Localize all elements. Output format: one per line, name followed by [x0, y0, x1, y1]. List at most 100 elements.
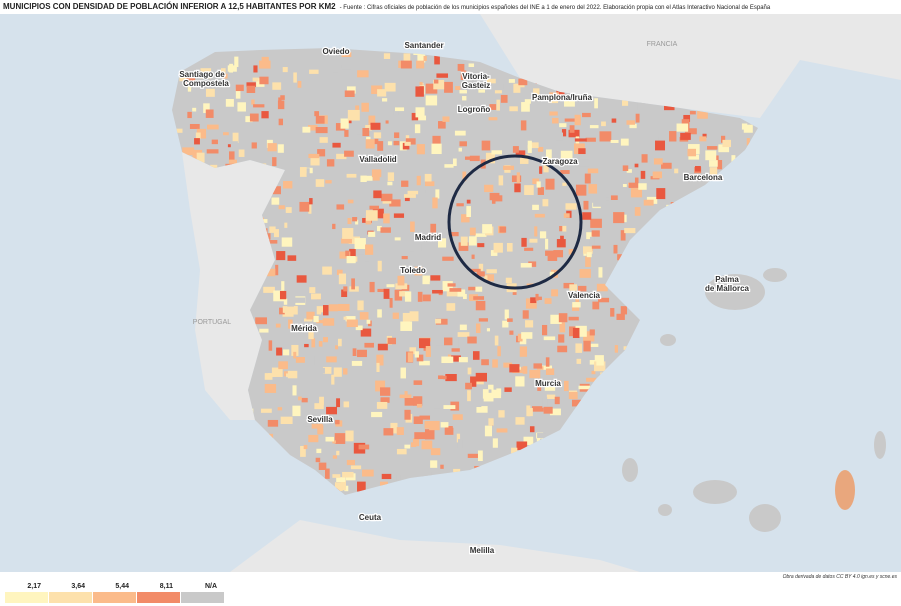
patch — [387, 181, 393, 186]
patch — [466, 199, 471, 204]
patch — [456, 203, 464, 207]
patch — [468, 324, 480, 331]
patch — [369, 281, 375, 293]
patch — [225, 98, 234, 107]
patch — [496, 388, 502, 395]
patch — [553, 250, 564, 258]
patch — [643, 199, 654, 206]
patch — [376, 401, 388, 409]
patch — [560, 170, 570, 174]
patch — [186, 74, 196, 84]
patch — [482, 224, 493, 234]
patch — [552, 117, 559, 124]
city: Zaragoza — [542, 157, 578, 166]
patch — [478, 318, 488, 322]
patch — [454, 130, 466, 136]
patch — [462, 96, 467, 101]
patch — [485, 152, 496, 164]
patch — [504, 387, 512, 392]
patch — [471, 254, 475, 259]
patch — [536, 181, 541, 188]
patch — [381, 473, 392, 480]
patch — [372, 173, 380, 181]
patch — [697, 110, 708, 119]
patch — [484, 275, 488, 282]
patch — [503, 83, 510, 90]
patch — [304, 423, 312, 427]
patch — [404, 194, 416, 198]
patch — [318, 341, 323, 347]
patch — [374, 138, 379, 145]
patch — [596, 283, 608, 292]
mallorca — [705, 274, 765, 310]
patch — [522, 310, 529, 319]
patch — [317, 149, 326, 157]
patch — [261, 56, 269, 62]
patch — [475, 300, 486, 311]
patch — [196, 128, 207, 139]
patch — [405, 138, 416, 145]
city: Valladolid — [359, 155, 396, 164]
patch — [475, 286, 483, 292]
patch — [534, 213, 545, 218]
patch — [344, 90, 355, 97]
patch — [587, 343, 599, 347]
patch — [211, 139, 218, 145]
patch — [527, 140, 532, 149]
patch — [432, 197, 438, 209]
patch — [337, 338, 342, 347]
patch — [575, 296, 580, 304]
patch — [294, 297, 306, 303]
patch — [451, 348, 460, 352]
patch — [601, 121, 606, 127]
patch — [444, 337, 453, 346]
patch — [435, 318, 448, 325]
patch — [594, 355, 604, 362]
patch — [200, 68, 212, 79]
patch — [625, 177, 635, 183]
patch — [344, 485, 349, 492]
patch — [558, 334, 565, 343]
patch — [287, 295, 294, 307]
patch — [336, 398, 341, 408]
patch — [533, 88, 540, 97]
france — [480, 14, 901, 118]
patch — [695, 165, 701, 172]
city: Sevilla — [307, 415, 333, 424]
city: Mérida — [291, 324, 317, 333]
patch — [467, 453, 479, 458]
patch — [392, 312, 399, 319]
patch — [271, 367, 283, 377]
patch — [520, 120, 527, 131]
patch — [458, 337, 465, 348]
patch — [276, 251, 286, 261]
patch — [377, 260, 382, 272]
patch — [575, 325, 587, 337]
patch — [387, 337, 397, 345]
patch — [556, 239, 566, 248]
patch — [283, 181, 293, 189]
patch — [533, 363, 542, 369]
patch — [292, 385, 297, 396]
patch — [560, 150, 573, 159]
patch — [209, 81, 220, 85]
patch — [524, 125, 534, 131]
patch — [380, 387, 391, 396]
patch — [474, 381, 484, 385]
patch — [544, 371, 553, 383]
patch — [335, 345, 339, 350]
patch — [349, 248, 356, 257]
patch — [555, 380, 562, 387]
patch — [494, 335, 499, 346]
patch — [336, 153, 347, 160]
patch — [322, 266, 332, 275]
city: Logroño — [458, 105, 491, 114]
patch — [416, 60, 425, 69]
patch — [688, 154, 700, 160]
patch — [429, 281, 438, 287]
patch — [594, 361, 606, 372]
patch — [380, 397, 390, 403]
patch — [482, 76, 486, 83]
patch — [634, 207, 641, 216]
patch — [286, 306, 298, 315]
